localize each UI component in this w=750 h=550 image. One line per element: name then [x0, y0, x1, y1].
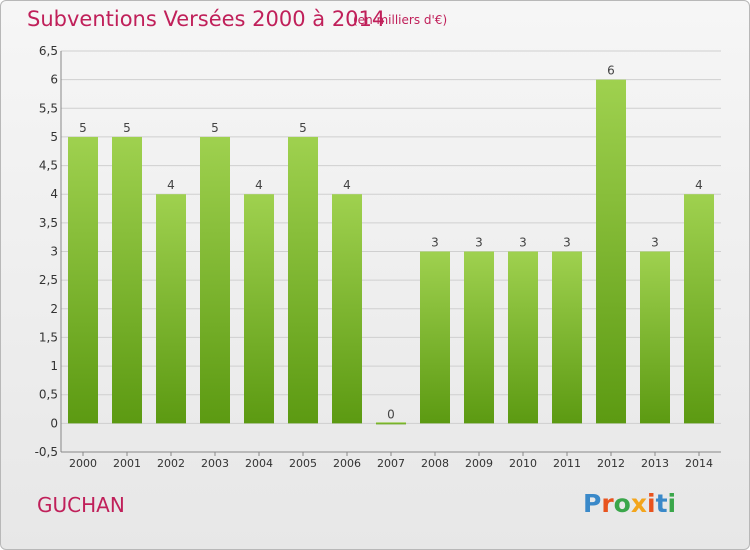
labels: 5 2000 5 2001 4 2002 5 2003 4 2004 5 2005 4 2006 0 2007… [69, 64, 713, 470]
data-label: 3 [475, 236, 483, 250]
x-tick-label: 2004 [245, 457, 273, 470]
y-tick-label: 6,5 [39, 44, 58, 58]
y-tick-label: 4 [50, 187, 58, 201]
bar [332, 194, 362, 424]
y-tick-label: 2,5 [39, 273, 58, 287]
y-tick-label: 3 [50, 245, 58, 259]
bar [420, 251, 450, 424]
bar [112, 136, 142, 424]
y-tick-label: 4,5 [39, 159, 58, 173]
data-label: 3 [651, 236, 659, 250]
bar [68, 136, 98, 424]
bar [684, 194, 714, 424]
x-tick-label: 2002 [157, 457, 185, 470]
axes: -0,5 0 0,5 1 1,5 2 2,5 3 3,5 4 4,5 5 5,5 6 6,5 [35, 44, 721, 459]
bar [508, 251, 538, 424]
data-label: 5 [79, 121, 87, 135]
y-tick-label: 0,5 [39, 388, 58, 402]
data-label: 0 [387, 407, 395, 421]
y-tick-label: 1,5 [39, 330, 58, 344]
data-label: 4 [167, 178, 175, 192]
logo-letter: i [667, 489, 677, 518]
x-tick-label: 2006 [333, 457, 361, 470]
x-tick-label: 2001 [113, 457, 141, 470]
proxiti-logo: Proxiti [583, 489, 676, 518]
x-tick-label: 2005 [289, 457, 317, 470]
data-label: 5 [299, 121, 307, 135]
data-label: 5 [123, 121, 131, 135]
y-tick-label: -0,5 [35, 445, 58, 459]
bar [464, 251, 494, 424]
data-label: 3 [431, 236, 439, 250]
logo-letter: t [655, 489, 668, 518]
x-tick-label: 2008 [421, 457, 449, 470]
bar [640, 251, 670, 424]
data-label: 4 [695, 178, 703, 192]
y-tick-label: 6 [50, 73, 58, 87]
bar [156, 194, 186, 424]
bar [596, 79, 626, 424]
bar [376, 422, 406, 425]
x-tick-label: 2014 [685, 457, 713, 470]
bar [288, 136, 318, 424]
x-tick-label: 2012 [597, 457, 625, 470]
x-tick-label: 2007 [377, 457, 405, 470]
y-tick-label: 5 [50, 130, 58, 144]
bar [200, 136, 230, 424]
logo-letter: x [630, 489, 647, 518]
y-tick-label: 3,5 [39, 216, 58, 230]
x-tick-label: 2010 [509, 457, 537, 470]
x-tick-label: 2003 [201, 457, 229, 470]
bar [552, 251, 582, 424]
logo-letter: o [613, 489, 631, 518]
x-tick-label: 2013 [641, 457, 669, 470]
data-label: 3 [563, 236, 571, 250]
y-tick-label: 1 [50, 359, 58, 373]
commune-name: GUCHAN [37, 493, 125, 517]
bar [244, 194, 274, 424]
logo-letter: P [583, 489, 602, 518]
logo-letter: i [647, 489, 656, 518]
x-tick-label: 2009 [465, 457, 493, 470]
x-tick-label: 2000 [69, 457, 97, 470]
logo-letter: r [601, 489, 614, 518]
y-tick-label: 0 [50, 416, 58, 430]
data-label: 6 [607, 64, 615, 78]
data-label: 5 [211, 121, 219, 135]
chart-subtitle: (en milliers d'€) [353, 13, 448, 27]
data-label: 3 [519, 236, 527, 250]
y-tick-label: 5,5 [39, 101, 58, 115]
chart-title: Subventions Versées 2000 à 2014 [27, 7, 386, 31]
y-tick-label: 2 [50, 302, 58, 316]
x-tick-label: 2011 [553, 457, 581, 470]
data-label: 4 [343, 178, 351, 192]
bars [68, 79, 714, 425]
data-label: 4 [255, 178, 263, 192]
